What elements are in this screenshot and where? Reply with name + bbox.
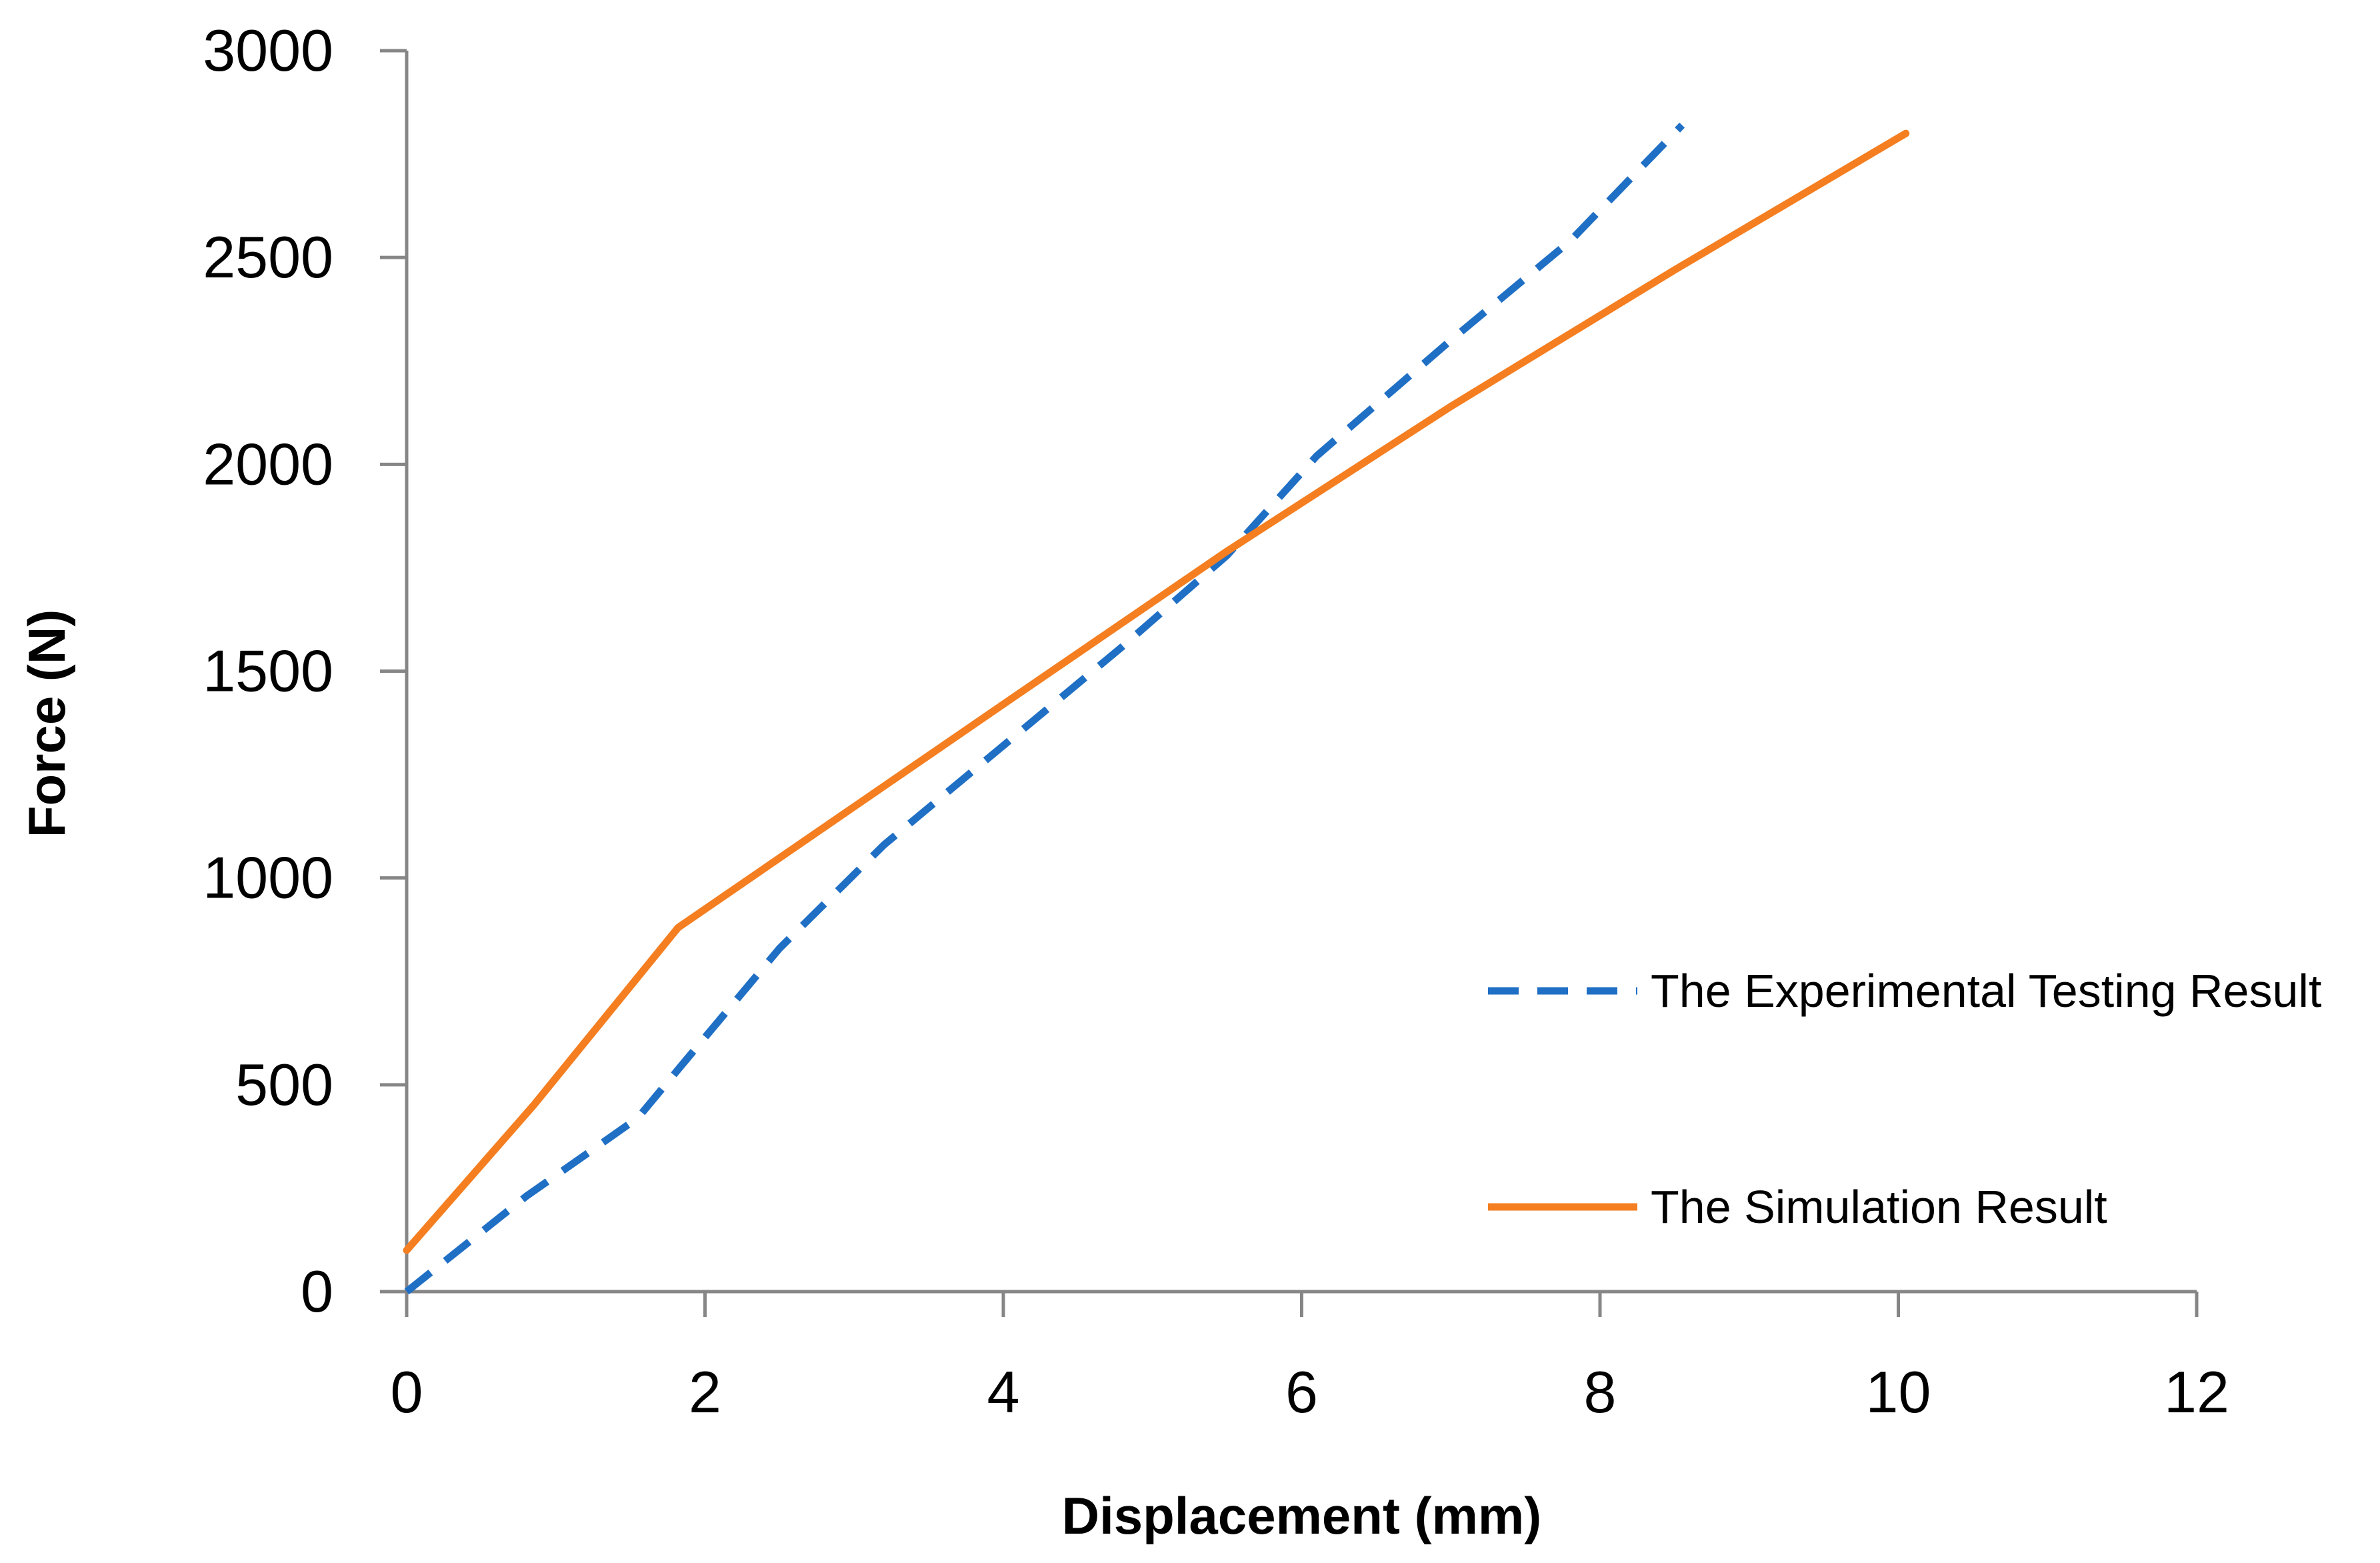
x-tick-label: 12 bbox=[2164, 1359, 2229, 1425]
x-tick-label: 6 bbox=[1285, 1359, 1318, 1425]
series-line-experimental bbox=[404, 122, 1685, 1295]
y-axis-title: Force (N) bbox=[17, 609, 76, 838]
axes bbox=[405, 51, 2197, 1294]
x-tick-label: 10 bbox=[1866, 1359, 1931, 1425]
x-tick-label: 8 bbox=[1584, 1359, 1617, 1425]
y-tick-label: 1500 bbox=[203, 638, 333, 704]
x-tick-label: 0 bbox=[391, 1359, 423, 1425]
y-tick-label: 0 bbox=[301, 1258, 333, 1324]
legend: The Experimental Testing Result The Simul… bbox=[1488, 965, 2321, 1233]
y-axis-ticks: 0 500 1000 1500 2000 2500 3000 bbox=[203, 17, 407, 1324]
series-layer bbox=[403, 122, 1910, 1295]
y-tick-label: 1000 bbox=[203, 845, 333, 911]
series-line-simulation bbox=[403, 129, 1910, 1254]
x-axis-ticks: 0 2 4 6 8 10 12 bbox=[391, 1292, 2229, 1425]
y-tick-label: 2500 bbox=[203, 224, 333, 290]
legend-label: The Experimental Testing Result bbox=[1651, 965, 2321, 1017]
x-tick-label: 2 bbox=[689, 1359, 721, 1425]
legend-label: The Simulation Result bbox=[1651, 1181, 2107, 1233]
y-tick-label: 3000 bbox=[203, 17, 333, 83]
x-tick-label: 4 bbox=[987, 1359, 1020, 1425]
x-axis-title: Displacement (mm) bbox=[1062, 1486, 1542, 1545]
y-tick-label: 500 bbox=[235, 1052, 333, 1118]
y-tick-label: 2000 bbox=[203, 431, 333, 497]
